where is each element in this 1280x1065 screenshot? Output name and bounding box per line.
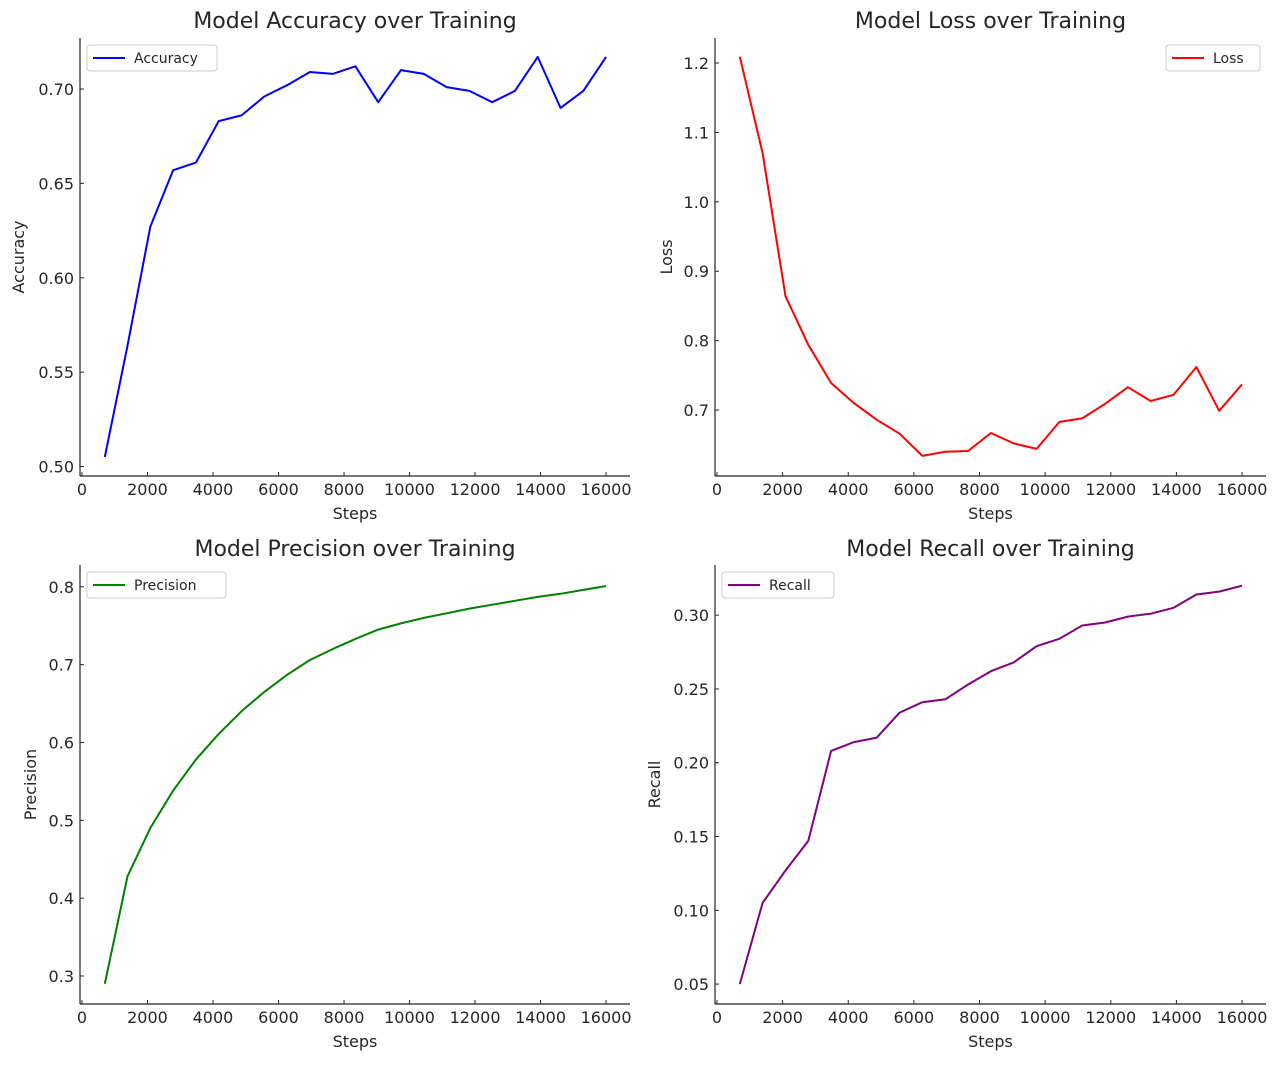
series-line-recall	[740, 586, 1242, 984]
x-tick-label: 6000	[258, 1008, 299, 1027]
x-tick-label: 8000	[959, 480, 1000, 499]
x-axis-label: Steps	[333, 504, 378, 523]
y-tick-label: 0.65	[38, 174, 74, 193]
x-tick-label: 6000	[258, 480, 299, 499]
x-tick-label: 8000	[324, 1008, 365, 1027]
x-tick-label: 0	[77, 1008, 87, 1027]
x-tick-label: 2000	[127, 1008, 168, 1027]
x-tick-label: 14000	[1151, 480, 1202, 499]
y-tick-label: 0.60	[38, 269, 74, 288]
legend-label: Precision	[134, 578, 196, 594]
x-tick-label: 16000	[581, 1008, 632, 1027]
x-tick-label: 4000	[193, 1008, 234, 1027]
y-axis-label: Loss	[657, 239, 676, 274]
y-tick-label: 0.8	[49, 578, 74, 597]
y-tick-label: 1.1	[684, 123, 709, 142]
x-tick-label: 12000	[1085, 480, 1136, 499]
x-tick-label: 4000	[828, 480, 869, 499]
x-tick-label: 14000	[515, 480, 566, 499]
legend-label: Loss	[1213, 51, 1244, 67]
subplot-loss: Model Loss over Training 0 2000 4000 6000 800…	[657, 9, 1267, 523]
x-tick-label: 8000	[959, 1008, 1000, 1027]
x-tick-label: 12000	[1085, 1008, 1136, 1027]
y-tick-label: 0.8	[684, 332, 709, 351]
y-tick-label: 0.3	[49, 967, 74, 986]
y-tick-label: 0.9	[684, 262, 709, 281]
y-tick-label: 0.4	[49, 889, 74, 908]
x-tick-label: 4000	[193, 480, 234, 499]
y-tick-label: 0.25	[673, 680, 709, 699]
x-tick-label: 14000	[515, 1008, 566, 1027]
x-tick-label: 0	[77, 480, 87, 499]
y-tick-label: 0.7	[49, 656, 74, 675]
x-tick-label: 16000	[581, 480, 632, 499]
x-tick-label: 12000	[450, 480, 501, 499]
series-line-loss	[740, 57, 1242, 456]
y-tick-label: 1.0	[684, 193, 709, 212]
x-tick-label: 16000	[1217, 480, 1268, 499]
y-tick-label: 0.5	[49, 811, 74, 830]
x-axis-label: Steps	[968, 1032, 1013, 1051]
x-tick-label: 0	[712, 1008, 722, 1027]
legend: Accuracy	[87, 45, 217, 71]
x-tick-label: 10000	[1020, 1008, 1071, 1027]
y-tick-label: 0.70	[38, 80, 74, 99]
legend: Precision	[87, 572, 226, 598]
y-tick-label: 0.6	[49, 733, 74, 752]
legend-label: Accuracy	[134, 51, 198, 67]
x-tick-label: 6000	[894, 480, 935, 499]
x-tick-label: 0	[712, 480, 722, 499]
x-tick-label: 14000	[1151, 1008, 1202, 1027]
x-tick-label: 12000	[450, 1008, 501, 1027]
chart-title: Model Accuracy over Training	[193, 9, 516, 34]
y-axis-label: Precision	[21, 749, 40, 820]
subplot-recall: Model Recall over Training 0 2000 4000 6000 8…	[645, 537, 1267, 1051]
y-tick-label: 0.55	[38, 363, 74, 382]
y-tick-label: 0.7	[684, 401, 709, 420]
legend-label: Recall	[769, 578, 811, 594]
subplot-precision: Model Precision over Training 0 2000 4000 60…	[21, 537, 632, 1051]
x-tick-label: 6000	[894, 1008, 935, 1027]
y-tick-label: 0.10	[673, 901, 709, 920]
y-tick-label: 0.20	[673, 754, 709, 773]
y-tick-label: 0.15	[673, 828, 709, 847]
y-tick-label: 0.50	[38, 458, 74, 477]
x-tick-label: 2000	[127, 480, 168, 499]
x-tick-label: 2000	[762, 480, 803, 499]
y-axis-label: Accuracy	[9, 220, 28, 293]
y-tick-label: 0.05	[673, 975, 709, 994]
x-tick-label: 4000	[828, 1008, 869, 1027]
x-tick-label: 8000	[324, 480, 365, 499]
x-tick-label: 10000	[1020, 480, 1071, 499]
x-tick-label: 10000	[384, 1008, 435, 1027]
chart-title: Model Loss over Training	[855, 9, 1126, 34]
x-axis-label: Steps	[968, 504, 1013, 523]
chart-title: Model Recall over Training	[846, 537, 1135, 562]
series-line-accuracy	[105, 57, 606, 457]
legend: Recall	[722, 572, 834, 598]
y-axis-label: Recall	[645, 761, 664, 809]
y-tick-label: 0.30	[673, 606, 709, 625]
x-axis-label: Steps	[333, 1032, 378, 1051]
legend: Loss	[1166, 45, 1260, 71]
x-tick-label: 10000	[384, 480, 435, 499]
x-tick-label: 16000	[1217, 1008, 1268, 1027]
x-tick-label: 2000	[762, 1008, 803, 1027]
subplot-accuracy: Model Accuracy over Training 0 2000 4000 600…	[9, 9, 632, 523]
chart-title: Model Precision over Training	[194, 537, 515, 562]
series-line-precision	[105, 586, 606, 984]
y-tick-label: 1.2	[684, 54, 709, 73]
